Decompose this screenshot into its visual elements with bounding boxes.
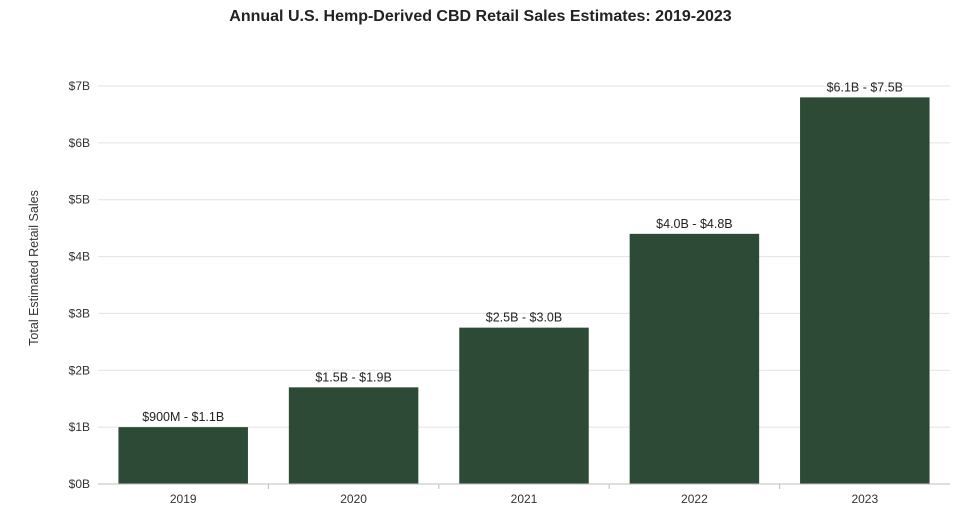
y-tick-label: $5B (69, 193, 90, 207)
y-axis-title: Total Estimated Retail Sales (27, 190, 41, 346)
x-tick-label-2022: 2022 (681, 492, 708, 506)
y-tick-label: $2B (69, 363, 90, 377)
y-tick-label: $1B (69, 420, 90, 434)
bar-2023 (800, 97, 930, 484)
y-tick-label: $3B (69, 306, 90, 320)
x-tick-label-2019: 2019 (170, 492, 197, 506)
x-tick-label-2020: 2020 (340, 492, 367, 506)
data-label-2020: $1.5B - $1.9B (315, 370, 391, 384)
y-tick-label: $4B (69, 250, 90, 264)
data-label-2021: $2.5B - $3.0B (486, 311, 562, 325)
bar-2021 (459, 327, 589, 484)
y-tick-label: $7B (69, 79, 90, 93)
data-label-2023: $6.1B - $7.5B (827, 80, 903, 94)
data-label-2019: $900M - $1.1B (142, 410, 224, 424)
chart-title: Annual U.S. Hemp-Derived CBD Retail Sale… (229, 8, 732, 25)
bar-2020 (288, 387, 419, 484)
x-tick-label-2023: 2023 (851, 492, 878, 506)
bar-2022 (629, 233, 760, 484)
data-label-2022: $4.0B - $4.8B (656, 217, 732, 231)
y-tick-label: $0B (69, 477, 90, 491)
x-tick-label-2021: 2021 (511, 492, 538, 506)
y-tick-label: $6B (69, 136, 90, 150)
bar-2019 (118, 427, 248, 484)
